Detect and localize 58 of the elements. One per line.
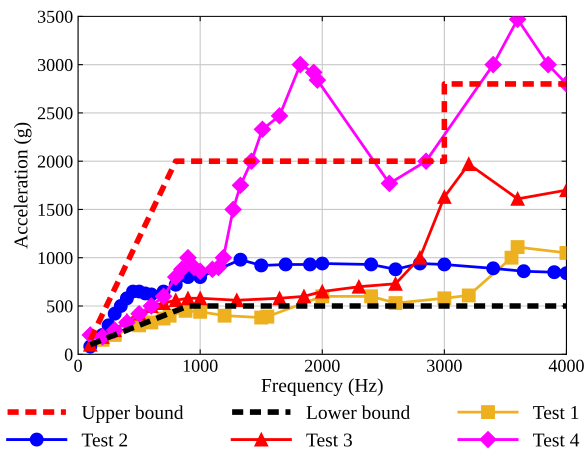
point [234,252,248,267]
point [437,258,452,272]
point [154,288,172,305]
point [486,261,500,276]
point [510,240,525,254]
point [510,192,525,206]
point [173,260,190,278]
y-tick-label: 500 [47,300,73,312]
point [380,174,398,192]
point [388,276,402,291]
point [254,258,268,272]
legend-label: Test 2 [82,433,128,447]
point [315,284,330,298]
point [218,308,232,323]
point [297,289,311,304]
y-axis-title: Acceleration (g) [14,122,32,249]
point [364,258,378,272]
x-tick-label: 3000 [427,360,462,372]
y-tick-label: 0 [64,348,73,361]
legend-label: Test 1 [533,406,578,420]
point [547,265,562,280]
point [315,256,330,270]
point [364,289,378,304]
x-tick-label: 2000 [305,360,340,372]
point [179,249,197,266]
y-tick-label: 3500 [38,10,73,23]
point [260,310,274,324]
point [388,262,402,276]
point [292,56,309,74]
point [278,258,293,272]
legend-label: Test 4 [533,434,580,447]
point [270,107,288,124]
y-tick-label: 3000 [38,58,73,72]
legend-label: Lower bound [306,405,410,420]
point [254,120,271,138]
x-tick-label: 4000 [548,360,584,372]
point [232,176,250,194]
x-axis-title: Frequency (Hz) [262,378,383,396]
x-tick-label: 1000 [184,360,218,372]
point [214,249,232,266]
y-tick-label: 1000 [38,252,73,264]
point [516,264,531,278]
legend-label: Upper bound [82,405,184,424]
point [540,56,557,74]
point [352,280,366,294]
y-tick-label: 1500 [38,204,73,216]
x-tick-label: 0 [74,360,82,372]
legend-label: Test 3 [306,433,352,447]
point [168,293,183,308]
y-tick-label: 2000 [38,155,73,168]
point [303,258,317,272]
point [484,56,502,74]
point [437,190,452,204]
point [462,288,476,302]
point [224,200,242,218]
point [462,157,476,172]
y-tick-label: 2500 [38,107,73,120]
point [412,250,427,265]
